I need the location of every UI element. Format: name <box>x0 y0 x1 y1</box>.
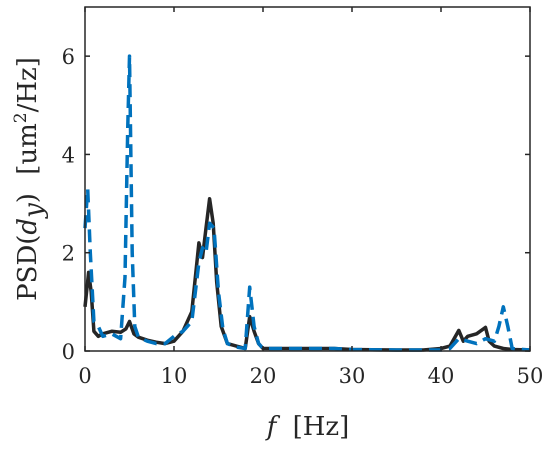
x-tick-label: 20 <box>250 364 277 388</box>
y-tick-label: 6 <box>62 45 75 69</box>
x-tick-label: 0 <box>78 364 91 388</box>
y-axis-label: PSD(dy) [um2/Hz] <box>11 57 49 301</box>
x-tick-label: 10 <box>161 364 188 388</box>
x-tick-label: 40 <box>428 364 455 388</box>
plot-area <box>85 7 530 351</box>
x-tick-label: 30 <box>339 364 366 388</box>
y-tick-label: 4 <box>62 143 75 167</box>
y-tick-label: 2 <box>62 242 75 266</box>
axes-box <box>84 6 531 352</box>
series-line-dashed-blue <box>83 54 531 352</box>
x-tick-label: 50 <box>517 364 544 388</box>
x-axis-label: f [Hz] <box>265 412 350 442</box>
axis-layer: 0 10 20 30 40 50 0 2 4 6 <box>62 6 544 388</box>
y-tick-label: 0 <box>62 340 75 364</box>
series-layer <box>83 54 531 352</box>
